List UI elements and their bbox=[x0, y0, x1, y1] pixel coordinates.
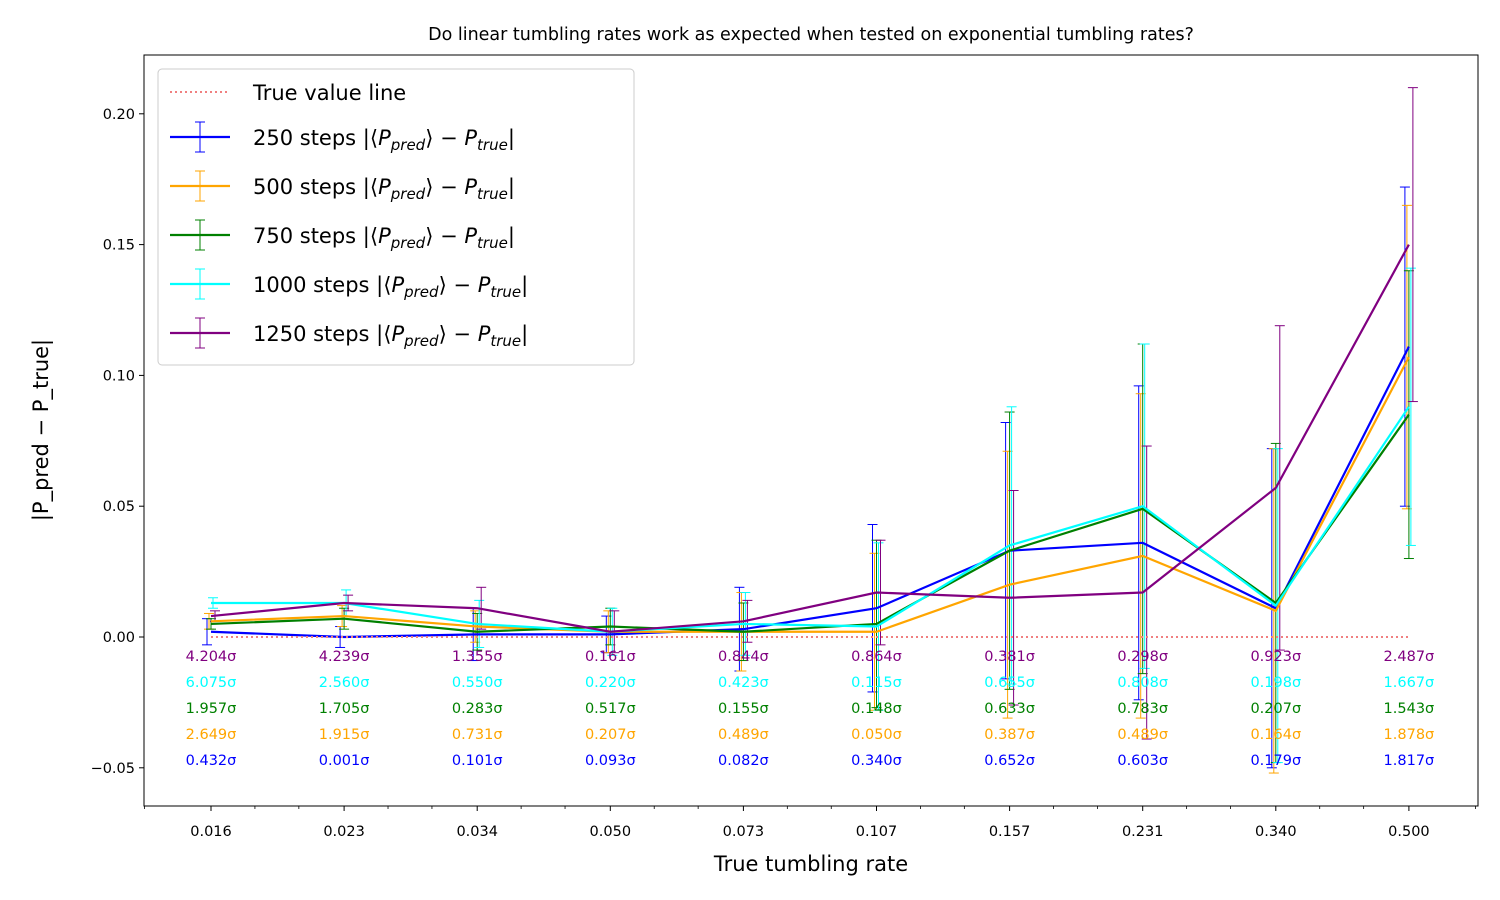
legend: True value line 250 steps |⟨Ppred⟩ − Ptru… bbox=[157, 68, 635, 366]
sigma-label-1000-steps: 0.220σ bbox=[585, 675, 636, 691]
sigma-label-1000-steps: 1.667σ bbox=[1384, 675, 1435, 691]
sigma-label-1250-steps: 0.161σ bbox=[585, 649, 636, 665]
sigma-label-750-steps: 0.207σ bbox=[1250, 701, 1301, 717]
x-tick-label: 0.340 bbox=[1255, 824, 1297, 840]
y-axis-label: |P_pred − P_true| bbox=[29, 339, 54, 521]
sigma-label-1000-steps: 0.550σ bbox=[452, 675, 503, 691]
axes-layer: 0.016 0.023 0.034 0.050 0.073 0.107 0.157 0.231… bbox=[91, 107, 1476, 840]
sigma-label-750-steps: 0.148σ bbox=[851, 701, 902, 717]
sigma-label-1250-steps: 4.204σ bbox=[186, 649, 237, 665]
y-tick-label: 0.00 bbox=[103, 630, 135, 646]
sigma-label-250-steps: 0.082σ bbox=[718, 753, 769, 769]
y-tick-label: 0.20 bbox=[103, 107, 135, 123]
sigma-label-1250-steps: 4.239σ bbox=[319, 649, 370, 665]
sigma-label-1250-steps: 0.381σ bbox=[984, 649, 1035, 665]
x-tick-label: 0.023 bbox=[323, 824, 365, 840]
legend-label-500-steps: 500 steps |⟨Ppred⟩ − Ptrue| bbox=[253, 175, 515, 203]
sigma-label-250-steps: 0.432σ bbox=[186, 753, 237, 769]
sigma-label-500-steps: 1.915σ bbox=[319, 727, 370, 743]
x-tick-label: 0.016 bbox=[190, 824, 232, 840]
y-tick-label: 0.10 bbox=[103, 368, 135, 384]
sigma-label-250-steps: 0.001σ bbox=[319, 753, 370, 769]
sigma-label-250-steps: 0.340σ bbox=[851, 753, 902, 769]
sigma-label-500-steps: 0.489σ bbox=[1117, 727, 1168, 743]
sigma-label-750-steps: 1.705σ bbox=[319, 701, 370, 717]
legend-label-750-steps: 750 steps |⟨Ppred⟩ − Ptrue| bbox=[253, 224, 515, 252]
sigma-label-750-steps: 0.155σ bbox=[718, 701, 769, 717]
sigma-label-750-steps: 0.283σ bbox=[452, 701, 503, 717]
legend-label-250-steps: 250 steps |⟨Ppred⟩ − Ptrue| bbox=[253, 126, 515, 154]
sigma-label-750-steps: 1.543σ bbox=[1384, 701, 1435, 717]
sigma-label-250-steps: 0.652σ bbox=[984, 753, 1035, 769]
sigma-label-1000-steps: 0.115σ bbox=[851, 675, 902, 691]
sigma-label-1000-steps: 6.075σ bbox=[186, 675, 237, 691]
y-tick-label: 0.15 bbox=[103, 238, 135, 254]
sigma-label-1250-steps: 2.487σ bbox=[1384, 649, 1435, 665]
sigma-label-500-steps: 0.207σ bbox=[585, 727, 636, 743]
sigma-label-1250-steps: 0.298σ bbox=[1117, 649, 1168, 665]
sigma-label-250-steps: 0.093σ bbox=[585, 753, 636, 769]
sigma-label-1250-steps: 0.844σ bbox=[718, 649, 769, 665]
sigma-label-1250-steps: 0.923σ bbox=[1250, 649, 1301, 665]
sigma-label-500-steps: 0.050σ bbox=[851, 727, 902, 743]
series-line-1000-steps bbox=[211, 406, 1410, 633]
sigma-label-1250-steps: 1.355σ bbox=[452, 649, 503, 665]
sigma-label-500-steps: 1.878σ bbox=[1384, 727, 1435, 743]
sigma-label-250-steps: 0.179σ bbox=[1250, 753, 1301, 769]
sigma-label-750-steps: 0.633σ bbox=[984, 701, 1035, 717]
sigma-label-250-steps: 1.817σ bbox=[1384, 753, 1435, 769]
sigma-label-1000-steps: 2.560σ bbox=[319, 675, 370, 691]
plot-frame bbox=[143, 54, 1479, 807]
sigma-label-500-steps: 2.649σ bbox=[186, 727, 237, 743]
sigma-label-750-steps: 1.957σ bbox=[186, 701, 237, 717]
sigma-label-750-steps: 0.783σ bbox=[1117, 701, 1168, 717]
sigma-label-500-steps: 0.164σ bbox=[1250, 727, 1301, 743]
sigma-label-500-steps: 0.731σ bbox=[452, 727, 503, 743]
legend-label-true-value-line: True value line bbox=[252, 81, 406, 105]
lines-layer bbox=[210, 244, 1410, 639]
x-tick-label: 0.107 bbox=[856, 824, 898, 840]
x-tick-label: 0.157 bbox=[989, 824, 1031, 840]
series-line-1250-steps bbox=[210, 244, 1410, 633]
chart-title: Do linear tumbling rates work as expecte… bbox=[428, 25, 1194, 45]
x-axis-label: True tumbling rate bbox=[713, 852, 908, 876]
legend-box bbox=[157, 68, 635, 366]
x-tick-label: 0.050 bbox=[590, 824, 632, 840]
x-tick-label: 0.500 bbox=[1388, 824, 1430, 840]
sigma-label-250-steps: 0.603σ bbox=[1117, 753, 1168, 769]
sigma-label-1000-steps: 0.655σ bbox=[984, 675, 1035, 691]
series-line-500-steps bbox=[210, 356, 1410, 633]
x-tick-label: 0.034 bbox=[456, 824, 498, 840]
sigma-label-500-steps: 0.387σ bbox=[984, 727, 1035, 743]
sigma-label-750-steps: 0.517σ bbox=[585, 701, 636, 717]
sigma-layer: 4.204σ 4.239σ 1.355σ 0.161σ 0.844σ 0.864σ 0.38… bbox=[186, 649, 1435, 769]
sigma-label-1000-steps: 0.808σ bbox=[1117, 675, 1168, 691]
y-tick-label: −0.05 bbox=[91, 761, 135, 777]
sigma-label-500-steps: 0.489σ bbox=[718, 727, 769, 743]
legend-label-1000-steps: 1000 steps |⟨Ppred⟩ − Ptrue| bbox=[253, 273, 528, 301]
sigma-label-1000-steps: 0.423σ bbox=[718, 675, 769, 691]
y-tick-label: 0.05 bbox=[103, 499, 135, 515]
series-line-250-steps bbox=[210, 346, 1410, 639]
sigma-label-250-steps: 0.101σ bbox=[452, 753, 503, 769]
x-tick-label: 0.231 bbox=[1122, 824, 1164, 840]
sigma-label-1000-steps: 0.198σ bbox=[1250, 675, 1301, 691]
x-tick-label: 0.073 bbox=[723, 824, 765, 840]
legend-label-1250-steps: 1250 steps |⟨Ppred⟩ − Ptrue| bbox=[253, 322, 528, 350]
sigma-label-1250-steps: 0.864σ bbox=[851, 649, 902, 665]
